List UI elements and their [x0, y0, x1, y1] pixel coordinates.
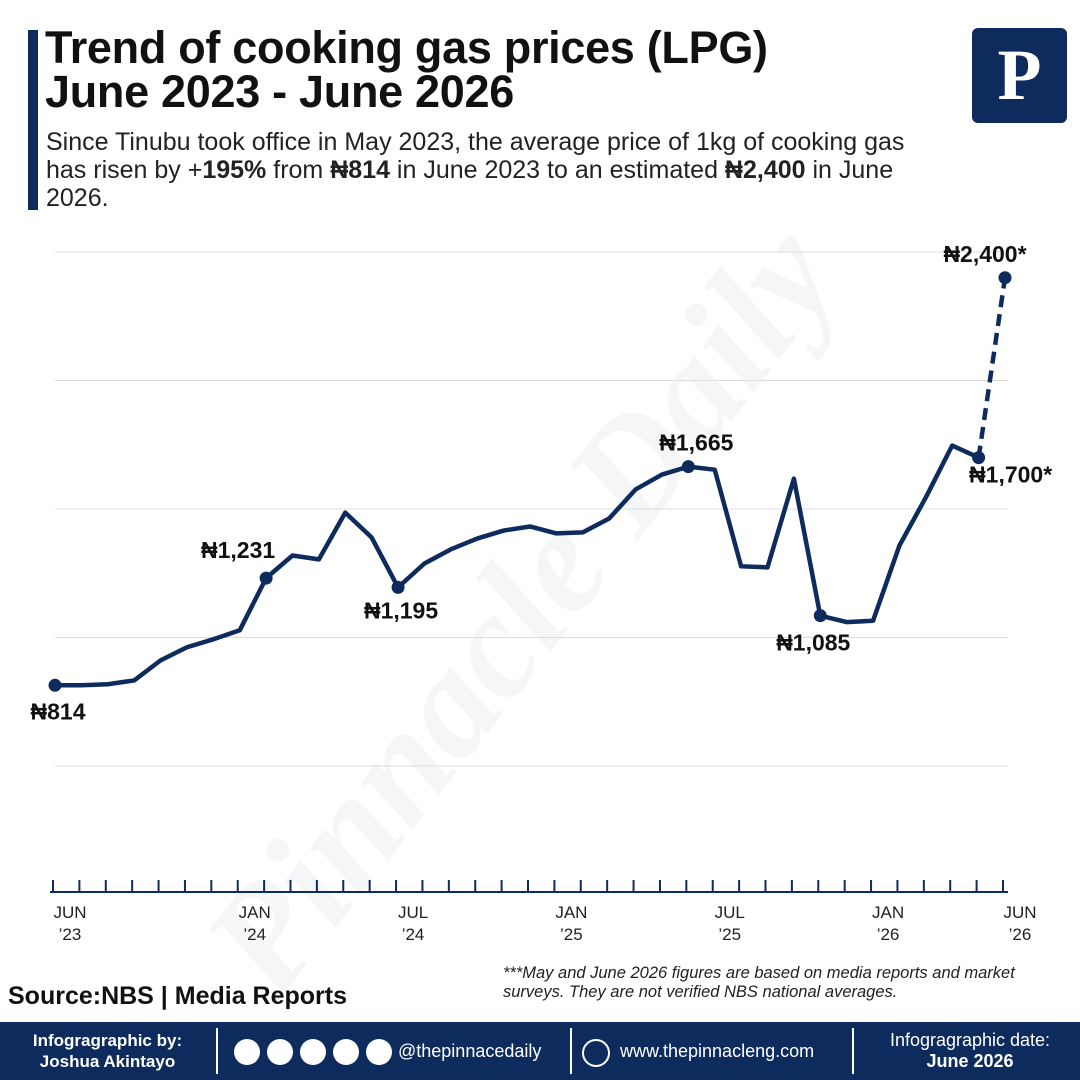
x-tick-label: JUL ’24 — [398, 903, 428, 944]
data-label: ₦1,665 — [659, 430, 733, 456]
x-tick-label-line: ’26 — [1009, 925, 1032, 944]
data-label: ₦1,085 — [776, 630, 850, 656]
logo: P — [972, 28, 1067, 123]
point — [48, 678, 62, 692]
credit: Infogragraphic by: Joshua Akintayo — [0, 1030, 215, 1072]
title-bar — [28, 30, 38, 210]
point — [998, 271, 1012, 285]
x-tick-label-line: ’23 — [59, 925, 82, 944]
data-label: ₦1,231 — [201, 537, 275, 563]
line-estimate — [976, 277, 1008, 458]
linkedin-icon[interactable] — [366, 1039, 392, 1065]
divider — [216, 1028, 218, 1074]
website[interactable]: www.thepinnacleng.com — [620, 1041, 815, 1061]
x-tick-label-line: ’25 — [560, 925, 583, 944]
data-label: ₦2,400* — [943, 241, 1026, 267]
handle[interactable]: @thepinnacedaily — [398, 1041, 542, 1061]
instagram-icon[interactable] — [300, 1039, 326, 1065]
x-tick-label: JAN ’25 — [555, 903, 587, 944]
x-tick-label-line: JAN — [555, 903, 587, 922]
footer: Infogragraphic by: Joshua Akintayo @thep… — [0, 1022, 1080, 1080]
note: ***May and June 2026 figures are based o… — [503, 964, 1015, 1001]
date: June 2026 — [926, 1051, 1014, 1071]
x-tick-label-line: ’26 — [877, 925, 900, 944]
point — [681, 460, 695, 474]
x-tick-label-line: JUL — [398, 903, 428, 922]
x-tick-label-line: ’24 — [243, 925, 266, 944]
source: Source:NBS | Media Reports — [8, 982, 348, 1010]
subtitle-part: in June 2026. — [46, 156, 894, 212]
title: Trend of cooking gas prices (LPG) June 2… — [45, 22, 768, 117]
point — [391, 580, 405, 594]
x-tick-label: JUL ’25 — [715, 903, 745, 944]
data-label: ₦1,700* — [969, 462, 1052, 488]
watermark: Pinnacle Daily — [171, 194, 870, 1024]
x-tick-label: JUN ’23 — [53, 903, 86, 944]
x-tick-label-line: JUN — [1003, 903, 1036, 922]
subtitle-part: 195% — [202, 156, 267, 184]
subtitle: Since Tinubu took office in May 2023, th… — [46, 128, 916, 212]
subtitle-part: ₦2,400 — [724, 156, 806, 184]
x-tick-label-line: JAN — [872, 903, 904, 922]
x-tick-label-line: JUN — [53, 903, 86, 922]
subtitle-part: ₦814 — [330, 156, 390, 184]
x-tick-label: JAN ’24 — [239, 903, 271, 944]
date-block: Infogragraphic date: June 2026 — [860, 1030, 1080, 1072]
x-tick-label-line: ’24 — [402, 925, 425, 944]
date-label: Infogragraphic date: — [889, 1030, 1051, 1050]
facebook-icon[interactable] — [234, 1039, 260, 1065]
globe-icon — [582, 1039, 610, 1067]
x-tick-label-line: JAN — [239, 903, 271, 922]
point — [259, 571, 273, 585]
credit-name: Joshua Akintayo — [39, 1052, 176, 1071]
credit-label: Infogragraphic by: — [32, 1031, 183, 1050]
divider — [852, 1028, 854, 1074]
point — [813, 609, 827, 623]
youtube-icon[interactable] — [267, 1039, 293, 1065]
data-label: ₦814 — [31, 698, 86, 724]
title-line: June 2023 - June 2026 — [45, 66, 514, 117]
subtitle-part: from — [266, 156, 331, 184]
x-tick-label-line: ’25 — [718, 925, 741, 944]
x-tick-label-line: JUL — [715, 903, 745, 922]
x-tick-label: JAN ’26 — [872, 903, 904, 944]
subtitle-part: in June 2023 to an estimated — [389, 156, 725, 184]
divider — [570, 1028, 572, 1074]
point — [972, 451, 986, 465]
title-line: Trend of cooking gas prices (LPG) — [45, 22, 768, 73]
tiktok-icon[interactable] — [333, 1039, 359, 1065]
x-tick-label: JUN ’26 — [1003, 903, 1036, 944]
data-label: ₦1,195 — [364, 597, 438, 623]
subtitle-part: Since Tinubu took office in May 2023, th… — [46, 128, 905, 184]
